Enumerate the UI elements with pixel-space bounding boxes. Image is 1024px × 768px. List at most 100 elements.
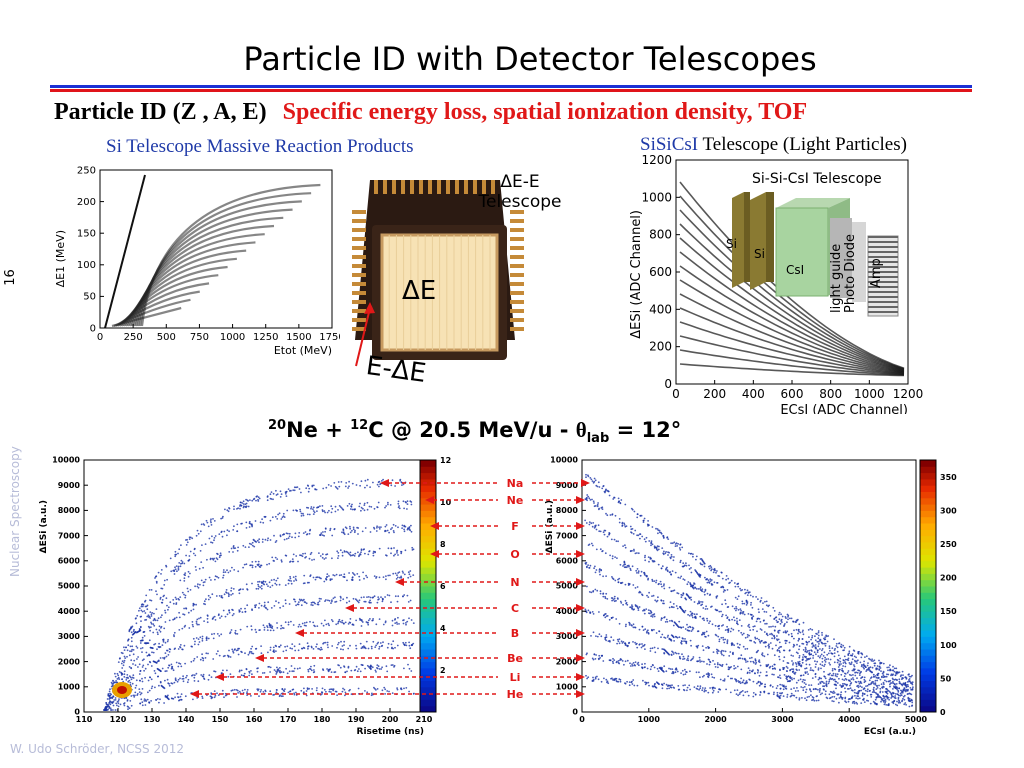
data-point [331,645,334,647]
data-point [811,696,814,698]
data-point [771,633,774,636]
data-point [821,661,824,663]
data-point [699,586,702,589]
data-point [758,640,761,643]
data-point [875,667,878,670]
data-point [153,624,156,627]
data-point [342,648,344,651]
colorbar-tick-label: 10 [440,498,452,507]
data-point [738,647,741,649]
data-point [220,615,223,618]
data-point [824,656,826,659]
data-point [705,646,707,649]
data-point [768,643,770,646]
isotope-band [679,321,905,375]
data-point [245,505,248,508]
data-point [876,674,879,677]
data-point [322,668,324,671]
data-point [331,620,334,623]
data-point [890,693,893,695]
data-point [322,624,325,627]
data-point [315,689,318,692]
data-point [874,698,877,701]
data-point [660,636,662,639]
data-point [663,616,665,619]
colorbar-segment [420,693,436,700]
light-guide [830,218,852,298]
data-point [154,686,156,689]
data-point [120,662,123,665]
data-point [675,652,678,655]
data-point [741,602,744,605]
data-point [319,505,321,508]
data-point [599,657,601,659]
data-point [388,594,391,597]
data-point [250,543,253,546]
data-point [376,601,379,604]
data-point [280,627,282,630]
data-point [376,525,378,528]
data-point [292,489,295,492]
data-point [153,617,156,620]
data-point [676,670,679,673]
data-point [343,573,346,576]
data-point [808,649,811,652]
data-point [288,535,291,538]
data-point [893,686,896,689]
data-point [408,573,411,576]
data-point [400,552,403,555]
data-point [782,660,785,662]
data-point [374,646,377,648]
data-point [112,709,114,711]
data-point [248,520,251,523]
data-point [369,599,371,602]
data-point [768,626,770,628]
data-point [856,703,859,705]
data-point [230,587,233,589]
data-point [141,701,144,704]
data-point [351,554,354,557]
data-point [398,507,401,510]
data-point [359,619,361,621]
data-point [585,496,588,499]
data-point [661,683,664,686]
data-point [838,670,840,673]
data-point [337,643,339,646]
data-point [351,503,353,506]
data-point [625,623,627,626]
data-point [293,486,296,489]
data-point [106,703,109,706]
data-point [670,542,672,545]
data-point [669,571,672,573]
data-point [318,597,321,600]
data-point [269,493,272,496]
data-point [128,654,131,657]
data-point [153,670,156,672]
data-point [727,675,729,678]
data-point [625,601,628,604]
data-point [889,682,892,684]
data-point [333,671,336,674]
data-point [285,667,287,670]
colorbar-segment [420,642,436,650]
data-point [618,642,621,645]
data-point [326,511,329,514]
data-point [699,661,702,663]
data-point [824,690,827,693]
data-point [175,565,178,567]
data-point [301,555,304,558]
data-point [284,584,287,586]
data-point [275,583,278,586]
data-point [260,652,263,655]
data-point [178,611,181,614]
data-point [801,638,804,640]
amp-block [867,235,899,317]
data-point [724,629,727,631]
data-point [327,646,329,649]
data-point [312,621,315,624]
data-point [718,638,721,641]
data-point [174,696,177,699]
colorbar-segment [420,655,436,663]
data-point [276,577,279,580]
data-point [590,635,592,637]
